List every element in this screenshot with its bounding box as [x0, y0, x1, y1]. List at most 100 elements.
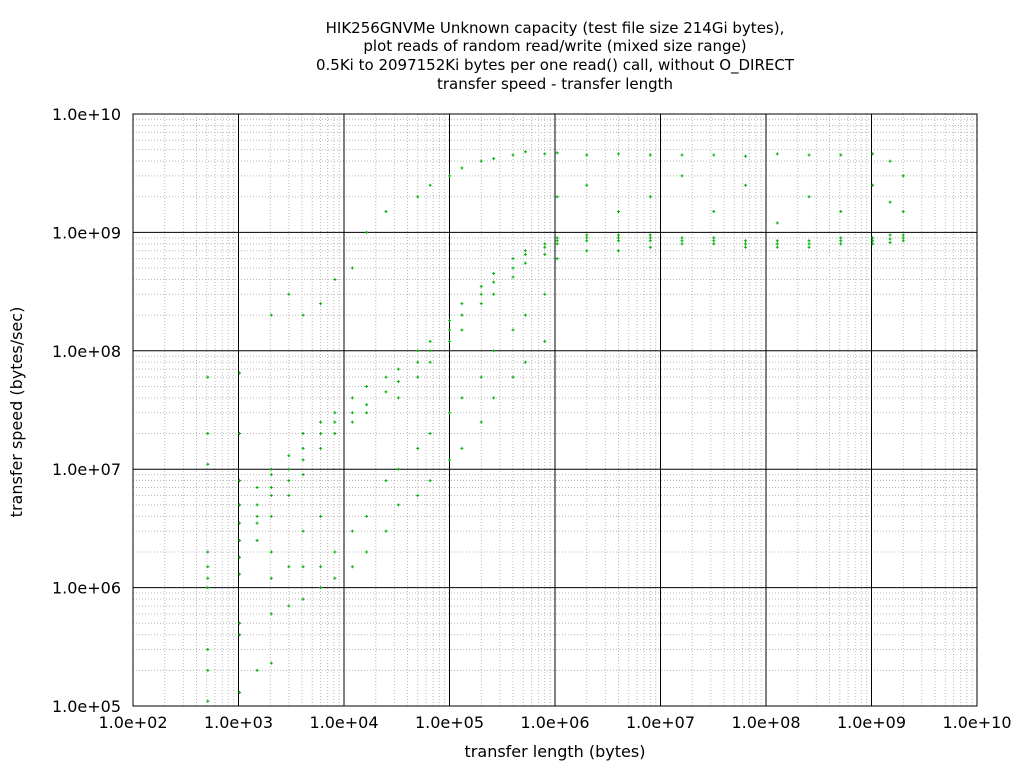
data-point: [543, 253, 547, 257]
data-point: [301, 473, 305, 477]
data-point: [775, 242, 779, 246]
data-point: [680, 153, 684, 157]
data-point: [269, 493, 273, 497]
data-point: [888, 233, 892, 237]
data-point: [511, 257, 515, 261]
data-point: [543, 245, 547, 249]
data-point: [319, 514, 323, 518]
data-point: [238, 371, 242, 375]
data-point: [807, 153, 811, 157]
x-axis-ticks: 1.0e+02 1.0e+03 1.0e+04 1.0e+05 1.0e+06 1.0e+…: [98, 713, 1011, 732]
data-point: [319, 302, 323, 306]
data-point: [555, 239, 559, 243]
data-point: [428, 479, 432, 483]
data-point: [287, 604, 291, 608]
data-point: [287, 493, 291, 497]
data-point: [269, 576, 273, 580]
chart-title: HIK256GNVMe Unknown capacity (test file …: [316, 19, 795, 93]
data-point: [238, 555, 242, 559]
data-point: [543, 292, 547, 296]
data-point: [350, 420, 354, 424]
data-point: [350, 266, 354, 270]
major-grid: [133, 114, 977, 706]
data-point: [511, 275, 515, 279]
data-point: [648, 239, 652, 243]
data-point: [384, 375, 388, 379]
data-point: [428, 360, 432, 364]
data-point: [871, 152, 875, 156]
data-point: [888, 237, 892, 241]
data-point: [555, 242, 559, 246]
data-point: [319, 565, 323, 569]
title-line-4: transfer speed - transfer length: [437, 75, 673, 93]
data-point: [807, 245, 811, 249]
data-point: [255, 668, 259, 672]
data-point: [680, 174, 684, 178]
data-point: [301, 597, 305, 601]
data-point: [206, 668, 210, 672]
data-point: [396, 380, 400, 384]
data-point: [585, 236, 589, 240]
data-point: [255, 521, 259, 525]
y-axis-label: transfer speed (bytes/sec): [7, 307, 26, 518]
data-point: [492, 280, 496, 284]
data-point: [238, 691, 242, 695]
data-point: [712, 236, 716, 240]
data-point: [680, 239, 684, 243]
data-point: [511, 375, 515, 379]
data-point: [543, 339, 547, 343]
data-point: [448, 339, 451, 343]
x-tick-label: 1.0e+03: [204, 713, 273, 732]
data-point: [901, 239, 905, 243]
data-point: [238, 479, 242, 483]
data-point: [839, 242, 843, 246]
data-point: [384, 529, 388, 533]
data-point: [617, 233, 621, 237]
data-point: [712, 210, 716, 214]
data-point: [396, 503, 400, 507]
data-point: [287, 292, 291, 296]
data-point: [365, 384, 369, 388]
data-point: [839, 236, 843, 240]
data-point: [269, 486, 273, 490]
data-point: [543, 242, 547, 246]
data-point: [416, 493, 420, 497]
data-point: [460, 302, 464, 306]
data-point: [319, 432, 323, 436]
data-point: [479, 375, 483, 379]
data-point: [301, 529, 305, 533]
data-point: [680, 242, 684, 246]
data-point: [617, 236, 621, 240]
data-point: [807, 239, 811, 243]
y-tick-label: 1.0e+07: [52, 460, 121, 479]
y-axis-ticks: 1.0e+05 1.0e+06 1.0e+07 1.0e+08 1.0e+09 1.0e+…: [52, 105, 121, 716]
data-point: [416, 360, 420, 364]
data-point: [416, 375, 420, 379]
data-point: [617, 239, 621, 243]
data-point: [333, 550, 337, 554]
data-point: [255, 486, 259, 490]
data-point: [555, 195, 559, 199]
data-point: [269, 514, 273, 518]
data-point: [901, 210, 905, 214]
data-point: [492, 396, 496, 400]
data-point: [301, 458, 305, 462]
x-tick-label: 1.0e+05: [415, 713, 484, 732]
data-point: [206, 375, 210, 379]
data-point: [648, 233, 652, 237]
data-point: [839, 153, 843, 157]
data-point: [901, 233, 905, 237]
data-point: [333, 432, 337, 436]
data-point: [871, 183, 875, 187]
data-point: [712, 239, 716, 243]
data-point: [301, 565, 305, 569]
x-tick-label: 1.0e+04: [309, 713, 378, 732]
data-point: [238, 538, 242, 542]
data-point: [319, 446, 323, 450]
data-point: [206, 432, 210, 436]
data-point: [775, 221, 779, 225]
data-point: [680, 236, 684, 240]
data-point: [255, 503, 259, 507]
data-point: [901, 174, 905, 178]
data-point: [269, 612, 273, 616]
